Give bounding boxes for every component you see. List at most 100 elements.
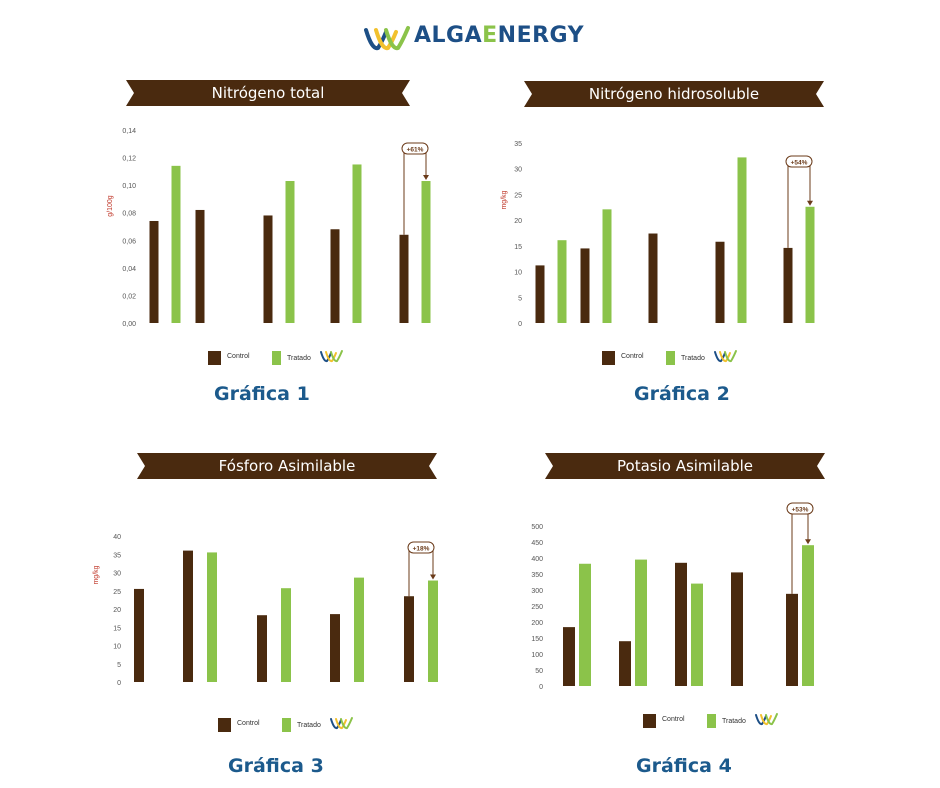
bar-tratado [737,157,747,323]
algaenergy-logo: ALGAENERGY [364,18,584,60]
legend-swatch-control [643,714,656,728]
y-tick-label: 30 [113,571,121,578]
bar-tratado [805,206,815,323]
y-tick-label: 20 [113,607,121,614]
y-tick-label: 30 [514,167,522,174]
y-axis-label: mg/kg [93,565,100,584]
y-tick-label: 5 [518,295,522,302]
y-tick-label: 0,10 [122,183,136,190]
bar-control [563,627,575,686]
chart-panel-nitrogeno-total: Nitrógeno total 0,00 0,02 0,04 0,06 0,08 0,10… [0,0,470,405]
bar-tratado [285,181,295,323]
y-tick-label: 0 [518,321,522,328]
annotation-arrow-head [430,574,436,580]
legend-swatch-control [218,718,231,732]
bar-tratado [428,580,438,682]
legend-swatch-tratado [707,714,716,728]
bar-control [675,562,687,686]
legend-swatch-control [208,351,221,365]
chart-title: Nitrógeno total [211,84,325,102]
legend-label-tratado: Tratado [287,355,311,362]
bar-tratado [421,181,431,323]
y-tick-label: 500 [531,524,543,531]
y-tick-label: 0,06 [122,238,136,245]
chart-caption: Gráfica 3 [228,755,324,777]
chart-title: Potasio Asimilable [617,457,753,475]
bar-tratado [354,577,364,682]
algaenergy-wave-stroke [320,351,332,363]
y-tick-label: 15 [514,244,522,251]
chart-title-banner: Fósforo Asimilable [137,453,437,479]
bar-tratado [207,552,217,682]
y-tick-label: 50 [535,668,543,675]
bar-control [535,265,545,323]
annotation-bubble [401,142,429,155]
chart-panel-nitrogeno-hidrosoluble: Nitrógeno hidrosoluble 0 5 10 15 20 25 30 35 mg/… [501,81,824,405]
annotation-arrow-head [423,175,429,181]
bar-control [404,596,414,682]
annotation-arrow-head [805,539,811,545]
y-tick-label: 0,14 [122,128,136,135]
bar-control [619,641,631,686]
legend-label-control: Control [621,353,644,360]
bar-control [257,615,267,682]
y-tick-label: 10 [113,644,121,651]
y-tick-label: 5 [117,662,121,669]
chart-title: Nitrógeno hidrosoluble [588,85,760,103]
legend-swatch-tratado [272,351,281,365]
bar-tratado [602,209,612,323]
chart-nitrogeno-hidrosoluble: 0 5 10 15 20 25 30 35 mg/kg +54% Control Tratado [501,141,815,365]
y-tick-label: 400 [531,556,543,563]
bar-control [330,614,340,682]
chart-nitrogeno-total: 0,00 0,02 0,04 0,06 0,08 0,10 0,12 0,14 g/100g +6… [107,128,431,365]
legend-swatch-control [602,351,615,365]
chart-title-banner: Potasio Asimilable [545,453,825,479]
bar-control [786,593,798,686]
bar-control [715,241,725,323]
annotation-arrow-head [807,200,813,206]
legend-swatch-tratado [666,351,675,365]
legend-label-tratado: Tratado [722,718,746,725]
bar-control [648,233,658,323]
algaenergy-wave-stroke [340,717,353,730]
y-tick-label: 10 [514,270,522,277]
legend-swatch-tratado [282,718,291,732]
y-tick-label: 20 [514,218,522,225]
algaenergy-mini-icon [320,350,343,363]
chart-fosforo-asimilable: 0 5 10 15 20 25 30 35 40 mg/kg +18% Control Tratado [93,534,438,732]
y-tick-label: 200 [531,620,543,627]
algaenergy-wave-icon [364,26,410,51]
annotation-label: +53% [792,507,809,514]
annotation-label: +18% [413,546,430,553]
chart-caption: Gráfica 4 [636,755,732,777]
y-tick-label: 35 [514,141,522,148]
bar-control [399,234,409,323]
y-tick-label: 150 [531,636,543,643]
y-tick-label: 40 [113,534,121,541]
y-tick-label: 250 [531,604,543,611]
bar-control [783,247,793,323]
y-tick-label: 0,12 [122,156,136,163]
chart-title-banner: Nitrógeno hidrosoluble [524,81,824,107]
algaenergy-mini-icon [755,713,778,726]
annotation-label: +54% [791,160,808,167]
chart-title: Fósforo Asimilable [218,457,356,475]
bar-tratado [691,583,703,686]
algaenergy-wave-stroke [724,350,737,363]
y-tick-label: 0,02 [122,293,136,300]
algaenergy-wave-stroke [765,713,778,726]
y-tick-label: 35 [113,552,121,559]
annotation-bubble [786,502,814,515]
bar-tratado [635,559,647,686]
algaenergy-mini-icon [330,717,353,730]
y-tick-label: 350 [531,572,543,579]
bar-tratado [579,563,591,686]
y-tick-label: 300 [531,588,543,595]
algaenergy-wave-stroke [335,718,347,730]
legend-label-control: Control [227,353,250,360]
algaenergy-wave-stroke [330,350,343,363]
y-tick-label: 15 [113,625,121,632]
bar-control [731,572,743,686]
algaenergy-wave-stroke [760,714,772,726]
